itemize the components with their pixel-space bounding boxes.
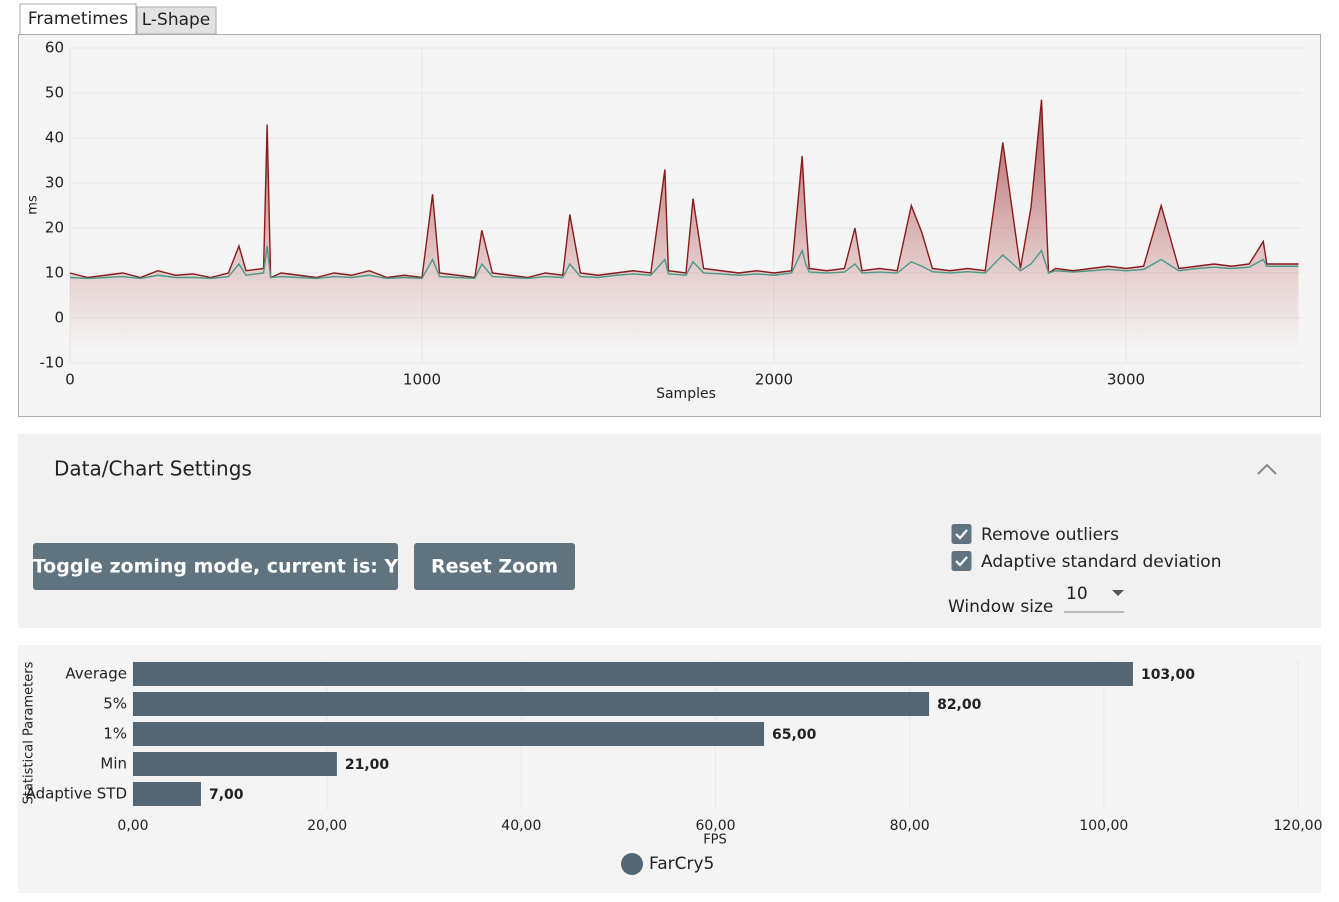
y-tick-label: -10 — [40, 354, 65, 372]
x-tick-label: 1000 — [403, 371, 441, 389]
x-axis-label: FPS — [703, 833, 727, 848]
x-tick-label: 40,00 — [501, 818, 541, 834]
window-size-value[interactable]: 10 — [1066, 584, 1088, 604]
collapse-chevron[interactable] — [1257, 463, 1277, 475]
button-label[interactable]: Toggle zoming mode, current is: Y — [33, 556, 399, 578]
bar — [133, 722, 765, 746]
x-tick-label: 80,00 — [890, 818, 930, 834]
settings-panel — [18, 434, 1321, 628]
stats-chart: 0,00 20,00 40,00 60,00 80,00 100,00 120,00 FPS S… — [22, 660, 1323, 875]
y-tick-label: 1% — [103, 725, 127, 743]
x-tick-label: 100,00 — [1079, 818, 1128, 834]
dropdown-arrow[interactable] — [1112, 590, 1124, 596]
y-tick-label: Average — [65, 665, 127, 683]
tab-label[interactable]: Frametimes — [28, 9, 128, 29]
x-tick-label: 0 — [65, 371, 75, 389]
checkbox-label[interactable]: Adaptive standard deviation — [981, 552, 1221, 572]
settings-title: Data/Chart Settings — [54, 457, 252, 481]
chart-panel — [18, 34, 1321, 417]
area-fill — [70, 99, 1299, 351]
tab-active[interactable] — [19, 3, 137, 36]
series-line — [69, 245, 1299, 280]
y-tick-label: 40 — [45, 129, 64, 147]
checkmark[interactable] — [955, 556, 968, 567]
y-tick-label: 60 — [45, 39, 64, 57]
y-tick-label: 10 — [45, 264, 64, 282]
x-axis-label: Samples — [656, 386, 716, 402]
y-tick-label: 30 — [45, 174, 64, 192]
window-size-label: Window size — [948, 597, 1053, 617]
bar — [133, 692, 930, 716]
y-axis-label: Statistical Parameters — [22, 661, 37, 804]
button[interactable] — [33, 543, 398, 590]
value-label: 103,00 — [1141, 667, 1195, 683]
x-tick-label: 2000 — [755, 371, 793, 389]
y-tick-label: 5% — [103, 695, 127, 713]
y-tick-label: Min — [100, 755, 127, 773]
value-label: 21,00 — [345, 757, 390, 773]
value-label: 65,00 — [772, 727, 817, 743]
checkbox-label[interactable]: Remove outliers — [981, 525, 1119, 545]
checkbox-group: Remove outliers Adaptive standard deviati… — [951, 524, 1221, 572]
button-label[interactable]: Reset Zoom — [431, 556, 558, 578]
x-tick-label: 20,00 — [307, 818, 347, 834]
y-axis-label: ms — [26, 195, 41, 215]
legend-marker[interactable] — [621, 853, 643, 875]
checkmark[interactable] — [955, 529, 968, 540]
x-tick-label: 3000 — [1107, 371, 1145, 389]
y-tick-label: Adaptive STD — [26, 785, 127, 803]
y-tick-label: 50 — [45, 84, 64, 102]
value-label: 82,00 — [937, 697, 982, 713]
value-label: 7,00 — [209, 787, 244, 803]
tab[interactable] — [136, 6, 217, 35]
bar — [133, 662, 1133, 686]
y-tick-label: 20 — [45, 219, 64, 237]
checkbox[interactable] — [951, 551, 972, 571]
x-tick-label: 120,00 — [1274, 818, 1323, 834]
bar — [133, 782, 201, 806]
checkbox[interactable] — [951, 524, 972, 544]
button[interactable] — [414, 543, 575, 590]
tab-label[interactable]: L-Shape — [142, 10, 211, 30]
legend-label[interactable]: FarCry5 — [649, 854, 714, 874]
y-tick-label: 0 — [54, 309, 64, 327]
x-tick-label: 60,00 — [695, 818, 735, 834]
bar — [133, 752, 337, 776]
x-tick-label: 0,00 — [117, 818, 148, 834]
